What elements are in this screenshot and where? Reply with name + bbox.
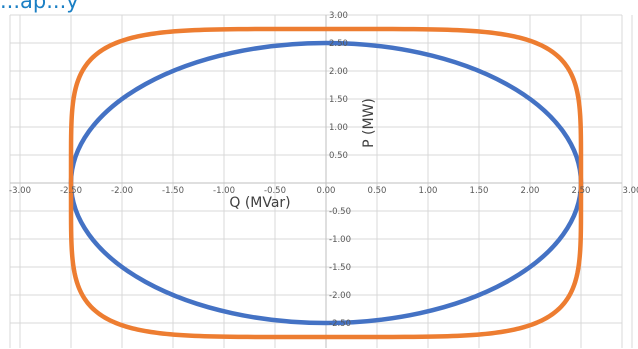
label-layer: -3.00 -2.50 -2.00 -1.50 -1.00 -0.50 0.00 0.50 1.… bbox=[9, 11, 638, 329]
x-tick-label: -1.00 bbox=[213, 186, 235, 196]
y-tick-label: -2.00 bbox=[329, 291, 351, 301]
x-tick-label: 1.00 bbox=[419, 186, 438, 196]
x-tick-label: -2.50 bbox=[60, 186, 82, 196]
y-tick-label: 2.00 bbox=[329, 67, 348, 77]
chart-title: ...ap...y bbox=[0, 0, 79, 13]
x-tick-label: -2.00 bbox=[111, 186, 133, 196]
x-tick-label: -1.50 bbox=[162, 186, 184, 196]
series-rounded-rect-2 bbox=[68, 26, 584, 340]
y-tick-label: 3.00 bbox=[329, 11, 348, 21]
x-tick-label: 0.00 bbox=[317, 186, 336, 196]
x-tick-label: 1.50 bbox=[470, 186, 489, 196]
axis-layer bbox=[10, 15, 622, 348]
series-layer bbox=[68, 26, 584, 340]
x-axis-title: Q (MVar) bbox=[229, 195, 290, 211]
y-tick-label: -1.50 bbox=[329, 263, 351, 273]
x-tick-label: -0.50 bbox=[264, 186, 286, 196]
x-tick-label: -3.00 bbox=[9, 186, 31, 196]
y-tick-label: 2.50 bbox=[329, 39, 348, 49]
x-tick-label: 2.00 bbox=[521, 186, 540, 196]
y-tick-label: -1.00 bbox=[329, 235, 351, 245]
y-tick-label: -2.50 bbox=[329, 319, 351, 329]
x-tick-label: 0.50 bbox=[368, 186, 387, 196]
y-tick-label: 1.00 bbox=[329, 123, 348, 133]
y-tick-label: 1.50 bbox=[329, 95, 348, 105]
y-axis-title: P (MW) bbox=[361, 98, 377, 148]
y-tick-label: 0.50 bbox=[329, 151, 348, 161]
x-tick-label: 2.50 bbox=[572, 186, 591, 196]
y-tick-label: -0.50 bbox=[329, 207, 351, 217]
grid-layer bbox=[9, 14, 633, 348]
x-tick-label: 3.00 bbox=[623, 186, 638, 196]
